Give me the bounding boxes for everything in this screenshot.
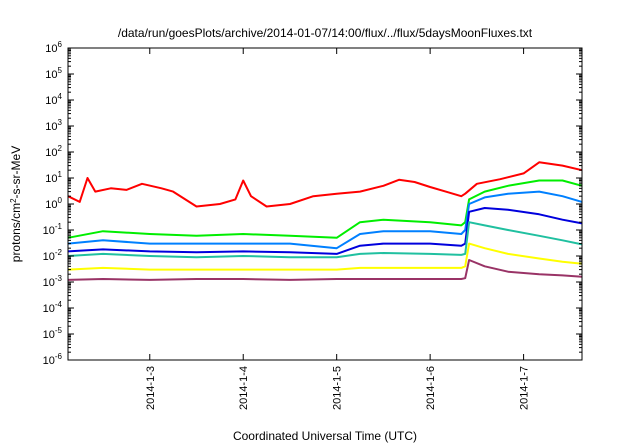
series-line-2: [67, 179, 583, 239]
y-tick-label: 105: [45, 66, 62, 81]
y-tick-label: 104: [45, 92, 62, 107]
series-line-6: [67, 242, 583, 271]
series-layer: [67, 161, 583, 281]
y-tick-label: 10-1: [43, 222, 63, 237]
x-axis: 2014-1-3 2014-1-4 2014-1-5 2014-1-6 2014-1-7: [145, 48, 531, 410]
y-tick-label: 102: [45, 144, 62, 159]
series-line-1: [67, 161, 583, 208]
series-line-5: [67, 221, 583, 259]
y-tick-label: 101: [45, 170, 62, 185]
x-tick-label: 2014-1-7: [519, 366, 531, 410]
x-tick-label: 2014-1-5: [332, 366, 344, 410]
y-tick-label: 106: [45, 40, 62, 55]
series-line-3: [67, 190, 583, 250]
x-tick-label: 2014-1-4: [238, 366, 250, 410]
x-tick-label: 2014-1-3: [145, 366, 157, 410]
y-tick-label: 103: [45, 118, 62, 133]
series-line-7: [67, 259, 583, 281]
series-line-4: [67, 207, 583, 255]
y-tick-label: 10-6: [43, 352, 63, 367]
y-tick-label: 10-2: [43, 248, 63, 263]
y-tick-label: 10-4: [43, 300, 63, 315]
y-axis-title: protons/cm2-s-sr-MeV: [9, 146, 23, 262]
y-tick-label: 10-3: [43, 274, 63, 289]
y-axis: 10-6 10-5 10-4 10-3 10-2 10-1 100 101 102 103 104 1…: [43, 40, 582, 367]
y-tick-label: 100: [45, 196, 62, 211]
x-tick-label: 2014-1-6: [425, 366, 437, 410]
x-axis-title: Coordinated Universal Time (UTC): [233, 429, 417, 443]
chart-title: /data/run/goesPlots/archive/2014-01-07/1…: [118, 26, 533, 40]
y-tick-label: 10-5: [43, 326, 63, 341]
plot-frame: [67, 47, 583, 361]
